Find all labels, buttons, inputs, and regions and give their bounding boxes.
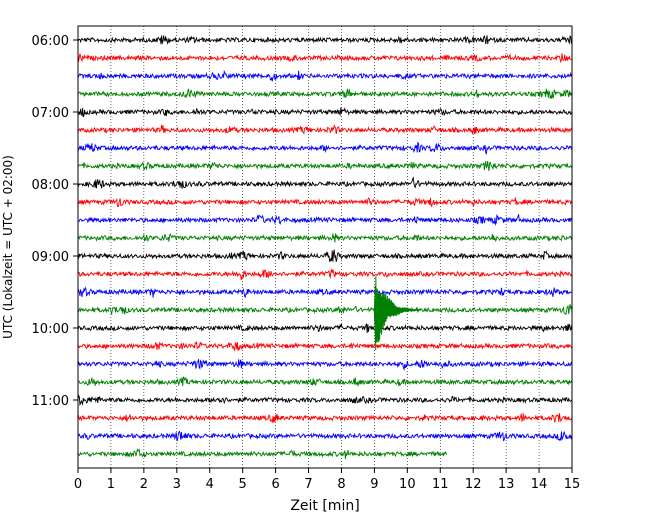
trace-line <box>77 430 573 442</box>
trace-line <box>77 88 573 99</box>
x-tick-label: 15 <box>564 477 581 492</box>
trace-line <box>77 341 573 352</box>
x-tick-label: 7 <box>304 477 312 492</box>
x-axis-ticks: 0 1 2 3 4 5 6 7 8 9 10 11 12 13 14 15 <box>74 468 580 492</box>
trace-line <box>77 323 573 333</box>
plot-frame <box>77 25 573 469</box>
x-tick-label: 6 <box>271 477 279 492</box>
trace-line <box>77 176 573 189</box>
y-tick-label: 09:00 <box>32 250 69 265</box>
y-axis-label: UTC (Lokalzeit = UTC + 02:00) <box>1 155 15 339</box>
x-tick-label: 11 <box>432 477 449 492</box>
trace-line <box>77 197 573 208</box>
trace-line <box>77 124 573 135</box>
x-tick-label: 3 <box>173 477 181 492</box>
trace-line <box>77 394 573 407</box>
trace-line <box>77 249 573 263</box>
x-tick-label: 8 <box>337 477 345 492</box>
y-tick-label: 06:00 <box>32 34 69 49</box>
x-tick-label: 2 <box>140 477 148 492</box>
x-tick-label: 0 <box>74 477 82 492</box>
y-axis-ticks: 06:00 07:00 08:00 09:00 10:00 11:00 <box>32 34 78 409</box>
trace-line <box>77 413 573 423</box>
x-tick-label: 14 <box>531 477 548 492</box>
trace-line <box>77 160 573 172</box>
trace-line <box>77 213 573 226</box>
trace-line <box>77 447 448 460</box>
trace-line <box>77 34 573 45</box>
trace-line <box>77 376 573 387</box>
x-axis-label: Zeit [min] <box>290 498 359 514</box>
trace-line <box>77 268 573 281</box>
y-tick-label: 07:00 <box>32 106 69 121</box>
trace-line <box>77 107 573 118</box>
x-tick-label: 5 <box>239 477 247 492</box>
x-tick-label: 9 <box>370 477 378 492</box>
seismogram-traces <box>77 34 573 460</box>
trace-line <box>77 286 573 299</box>
trace-line <box>77 69 573 82</box>
y-tick-label: 10:00 <box>32 322 69 337</box>
trace-line <box>77 304 573 316</box>
trace-line <box>77 232 573 243</box>
y-tick-label: 08:00 <box>32 178 69 193</box>
x-tick-label: 12 <box>465 477 482 492</box>
trace-line <box>77 53 573 63</box>
x-tick-label: 4 <box>206 477 214 492</box>
x-tick-label: 1 <box>107 477 115 492</box>
x-tick-label: 10 <box>399 477 416 492</box>
y-tick-label: 11:00 <box>32 394 69 409</box>
trace-line <box>77 141 573 156</box>
trace-line <box>77 359 573 371</box>
event-waveform <box>373 276 421 351</box>
x-tick-label: 13 <box>498 477 515 492</box>
